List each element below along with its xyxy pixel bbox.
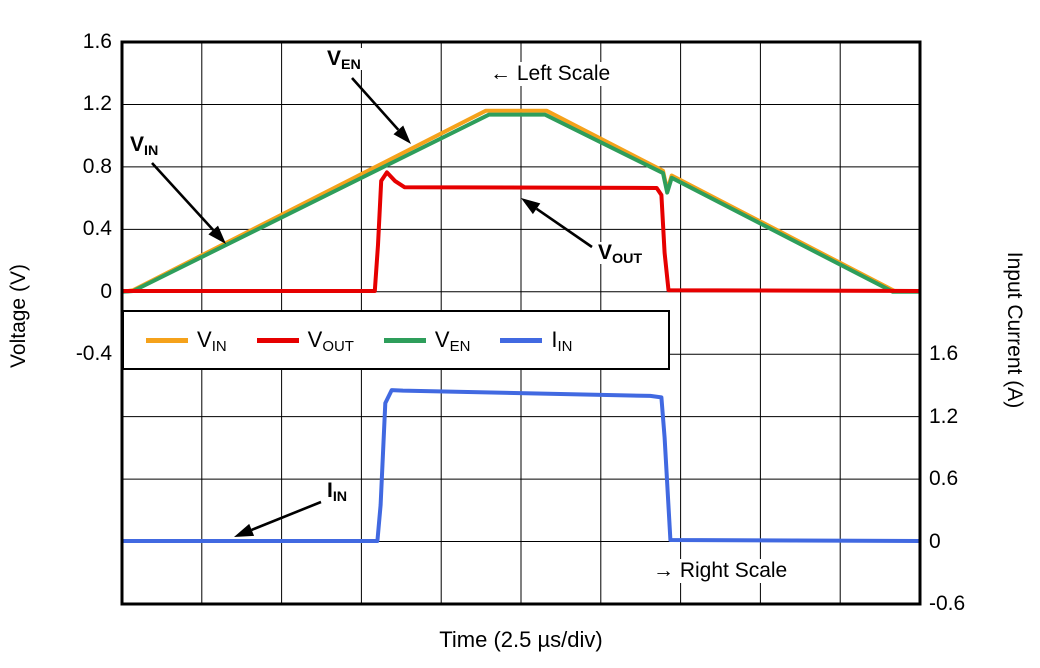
right-tick-label: 0 <box>929 529 941 553</box>
legend-label: VEN <box>434 327 471 355</box>
trace-ven <box>122 112 920 294</box>
trace-vout <box>122 170 920 293</box>
right-tick-label: 1.6 <box>929 342 959 366</box>
left-tick-label: 0 <box>100 279 112 303</box>
legend: VIN VOUT VEN IIN <box>122 310 670 370</box>
legend-item-vin: VIN <box>146 327 227 355</box>
trace-iin <box>122 388 920 543</box>
annotation-label-ven: VEN <box>325 47 363 73</box>
right-axis-title: Input Current (A) <box>1003 251 1026 409</box>
legend-line-swatch <box>500 337 543 343</box>
legend-item-ven: VEN <box>383 327 471 355</box>
legend-label: IIN <box>551 327 573 355</box>
annotation-arrow-line <box>251 500 322 532</box>
legend-item-iin: IIN <box>500 327 573 355</box>
annotation-label-iin: IIN <box>325 479 350 505</box>
scale-note: → Right Scale <box>651 559 790 583</box>
annotation-arrow-head <box>208 225 226 244</box>
annotation-arrow-line <box>351 77 400 131</box>
legend-line-swatch <box>146 337 188 343</box>
scale-note: ← Left Scale <box>488 62 613 86</box>
annotation-label-vin: VIN <box>128 133 161 159</box>
left-tick-label: 1.6 <box>82 30 112 53</box>
annotation-arrow-head <box>234 523 255 537</box>
right-tick-label: -0.6 <box>929 592 966 615</box>
right-tick-label: 0.6 <box>929 467 959 491</box>
annotation-label-vout: VOUT <box>596 241 645 267</box>
x-axis-title: Time (2.5 µs/div) <box>439 627 603 652</box>
annotation-arrow-line <box>151 162 215 231</box>
annotation-arrow-head <box>521 198 541 215</box>
left-tick-label: 1.2 <box>82 92 112 116</box>
legend-item-vout: VOUT <box>256 327 354 355</box>
annotation-arrow-line <box>535 207 593 249</box>
left-axis-title: Voltage (V) <box>7 264 30 368</box>
legend-line-swatch <box>383 337 426 343</box>
right-tick-label: 1.2 <box>929 404 959 428</box>
annotation-arrow-head <box>393 125 411 144</box>
left-tick-label: 0.8 <box>82 154 112 178</box>
left-tick-label: -0.4 <box>75 342 112 366</box>
legend-line-swatch <box>256 337 299 343</box>
legend-label: VOUT <box>307 327 354 355</box>
left-tick-label: 0.4 <box>82 217 112 241</box>
legend-label: VIN <box>197 327 227 355</box>
